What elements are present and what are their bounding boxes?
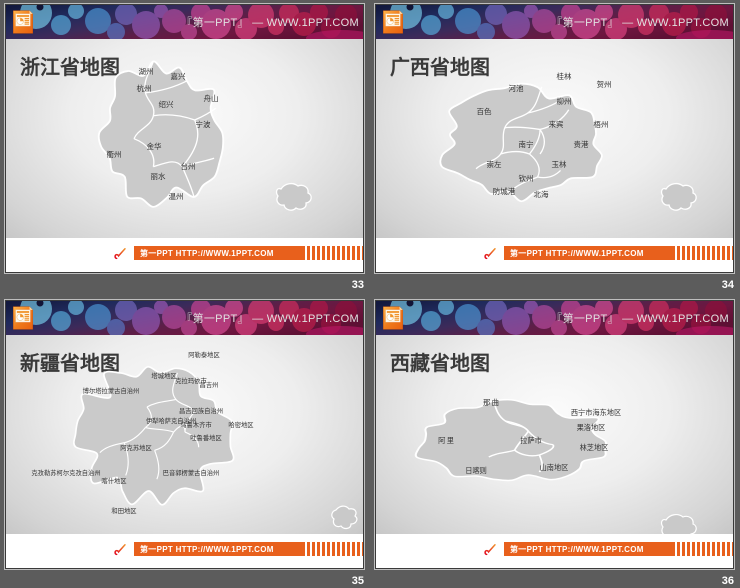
svg-text:果洛地区: 果洛地区 (577, 423, 606, 432)
svg-text:百色: 百色 (477, 106, 492, 116)
svg-text:昌吉回族自治州: 昌吉回族自治州 (179, 406, 223, 415)
svg-text:和田地区: 和田地区 (111, 506, 136, 515)
svg-text:梧州: 梧州 (594, 120, 609, 129)
svg-text:衢州: 衢州 (107, 149, 122, 159)
svg-text:台州: 台州 (181, 161, 196, 171)
svg-text:金华: 金华 (147, 141, 162, 151)
svg-text:西宁市海东地区: 西宁市海东地区 (571, 408, 621, 417)
svg-text:阿勒泰地区: 阿勒泰地区 (188, 350, 219, 359)
svg-text:南宁: 南宁 (519, 139, 534, 149)
svg-text:阿克苏地区: 阿克苏地区 (120, 443, 151, 452)
svg-text:巴音郭楞蒙古自治州: 巴音郭楞蒙古自治州 (163, 468, 220, 477)
svg-text:北海: 北海 (534, 189, 549, 199)
svg-text:防城港: 防城港 (493, 186, 516, 196)
svg-text:宁波: 宁波 (196, 119, 211, 129)
svg-text:塔城地区: 塔城地区 (151, 371, 176, 380)
svg-text:来宾: 来宾 (549, 119, 564, 129)
svg-text:乌鲁木齐市: 乌鲁木齐市 (180, 420, 211, 429)
svg-text:嘉兴: 嘉兴 (171, 71, 186, 81)
svg-text:柳州: 柳州 (557, 96, 572, 106)
svg-text:桂林: 桂林 (557, 71, 572, 81)
svg-text:舟山: 舟山 (204, 93, 219, 103)
svg-text:湖州: 湖州 (139, 67, 154, 76)
svg-text:克孜勒苏柯尔克孜自治州: 克孜勒苏柯尔克孜自治州 (31, 468, 100, 477)
svg-text:日喀则: 日喀则 (465, 466, 487, 475)
svg-text:阿 里: 阿 里 (438, 436, 454, 445)
svg-text:贺州: 贺州 (597, 79, 612, 89)
svg-text:哈密地区: 哈密地区 (228, 420, 253, 429)
svg-text:林芝地区: 林芝地区 (580, 443, 609, 452)
svg-text:那 曲: 那 曲 (483, 398, 499, 407)
svg-text:绍兴: 绍兴 (159, 99, 174, 109)
svg-text:河池: 河池 (509, 83, 524, 93)
svg-text:拉萨市: 拉萨市 (520, 436, 542, 445)
svg-text:吐鲁番地区: 吐鲁番地区 (190, 433, 221, 442)
svg-text:杭州: 杭州 (137, 83, 152, 93)
svg-text:钦州: 钦州 (519, 173, 534, 183)
svg-text:昌吉州: 昌吉州 (200, 381, 219, 389)
svg-text:喀什地区: 喀什地区 (101, 476, 126, 485)
svg-text:温州: 温州 (169, 192, 184, 201)
svg-text:山南地区: 山南地区 (540, 463, 569, 472)
svg-text:崇左: 崇左 (487, 159, 502, 169)
svg-text:丽水: 丽水 (151, 171, 166, 181)
svg-text:博尔塔拉蒙古自治州: 博尔塔拉蒙古自治州 (83, 386, 140, 395)
svg-text:玉林: 玉林 (552, 159, 567, 169)
svg-text:贵港: 贵港 (574, 139, 589, 149)
